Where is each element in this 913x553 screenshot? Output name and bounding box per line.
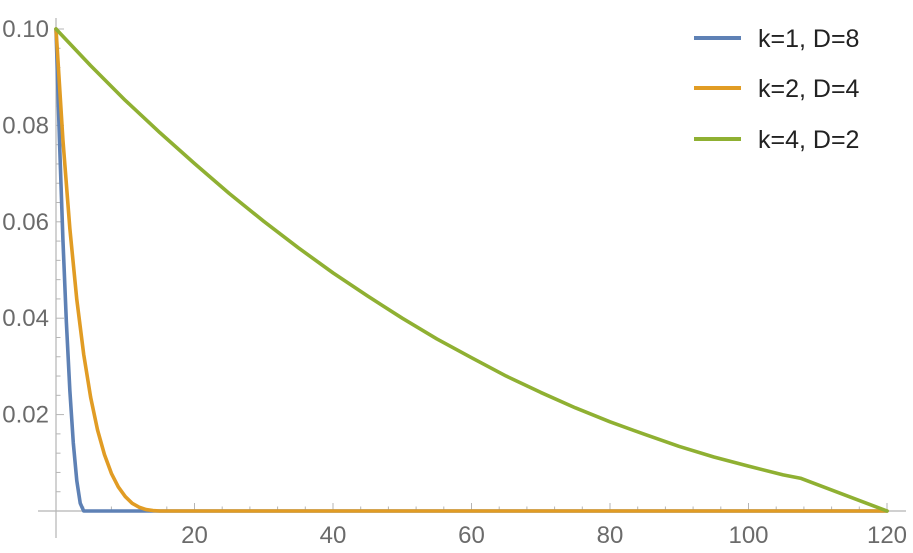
- series-line-1: [54, 27, 889, 513]
- y-tick-label: 0.10: [2, 16, 49, 43]
- series-line-2: [54, 27, 889, 513]
- y-tick-label: 0.04: [2, 305, 49, 332]
- legend-label-2: k=2, D=4: [758, 75, 860, 103]
- x-tick-label: 20: [181, 522, 208, 549]
- series-lines: [54, 27, 889, 513]
- x-tick-label: 60: [458, 522, 485, 549]
- x-tick-label: 40: [320, 522, 347, 549]
- x-tick-label: 80: [597, 522, 624, 549]
- legend-label-1: k=1, D=8: [758, 25, 859, 53]
- y-tick-label: 0.06: [2, 209, 49, 236]
- y-ticks: 0.02 0.04 0.06 0.08 0.10: [2, 16, 64, 493]
- y-tick-label: 0.08: [2, 112, 49, 139]
- y-tick-label: 0.02: [2, 402, 49, 429]
- legend-label-3: k=4, D=2: [758, 126, 859, 154]
- series-line-3: [54, 27, 889, 513]
- x-tick-label: 100: [728, 522, 768, 549]
- x-tick-label: 120: [867, 522, 907, 549]
- legend: k=1, D=8 k=2, D=4 k=4, D=2: [694, 25, 860, 154]
- x-ticks: 20 40 60 80 100 120: [83, 503, 907, 549]
